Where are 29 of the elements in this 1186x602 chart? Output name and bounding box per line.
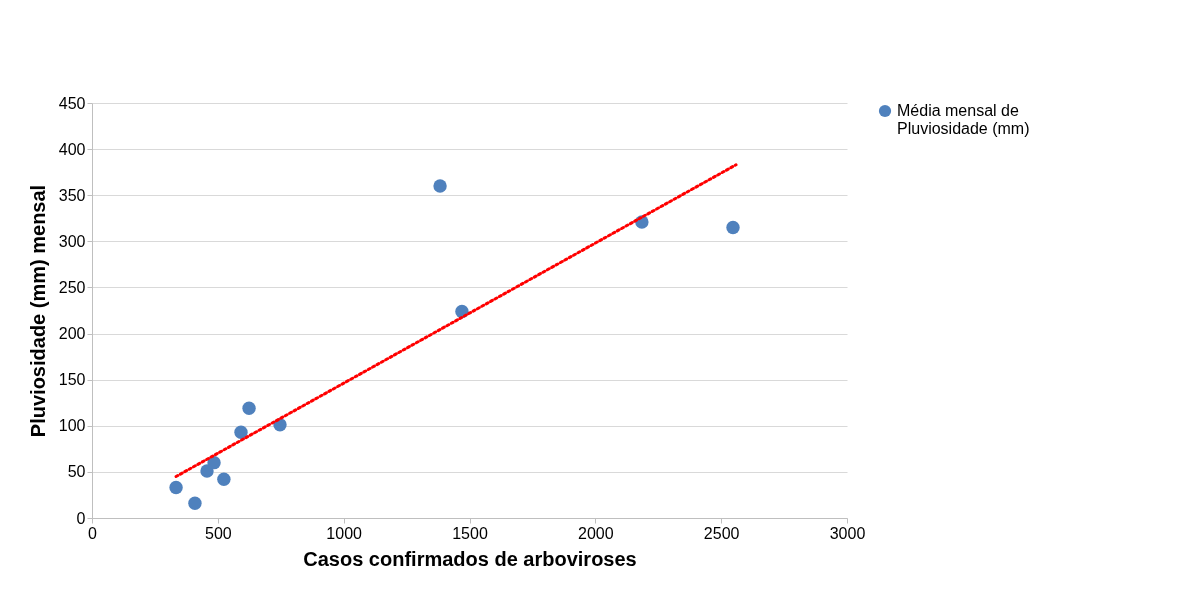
y-tick-label: 350 <box>58 186 86 204</box>
point <box>217 472 231 486</box>
x-tick-label: 2000 <box>578 524 614 542</box>
point <box>433 179 447 193</box>
x-axis-title: Casos confirmados de arboviroses <box>303 547 637 570</box>
y-tick-label: 450 <box>58 94 86 112</box>
y-tick-label: 0 <box>76 509 86 527</box>
legend-label: Média mensal de Pluviosidade (mm) <box>897 102 1030 137</box>
x-tick-label: 1500 <box>452 524 488 542</box>
x-tick-label: 1000 <box>326 524 363 542</box>
y-tick-label: 300 <box>58 232 86 250</box>
point <box>207 455 221 470</box>
x-tick-label: 2500 <box>703 524 740 542</box>
point <box>234 425 248 439</box>
point <box>200 464 214 478</box>
point <box>169 480 183 495</box>
point <box>726 220 740 235</box>
x-tick-label: 3000 <box>829 524 866 542</box>
y-tick-label: 50 <box>67 463 86 481</box>
y-tick-label: 200 <box>58 325 86 343</box>
point <box>242 401 256 415</box>
y-tick-label: 100 <box>58 417 86 435</box>
y-tick-label: 250 <box>58 278 86 296</box>
y-axis-title: Pluviosidade (mm) mensal <box>26 184 49 438</box>
y-tick-label: 150 <box>58 371 86 389</box>
x-tick-label: 0 <box>88 524 98 542</box>
point <box>188 496 202 510</box>
y-tick-label: 400 <box>58 140 86 158</box>
x-tick-label: 500 <box>204 524 232 542</box>
